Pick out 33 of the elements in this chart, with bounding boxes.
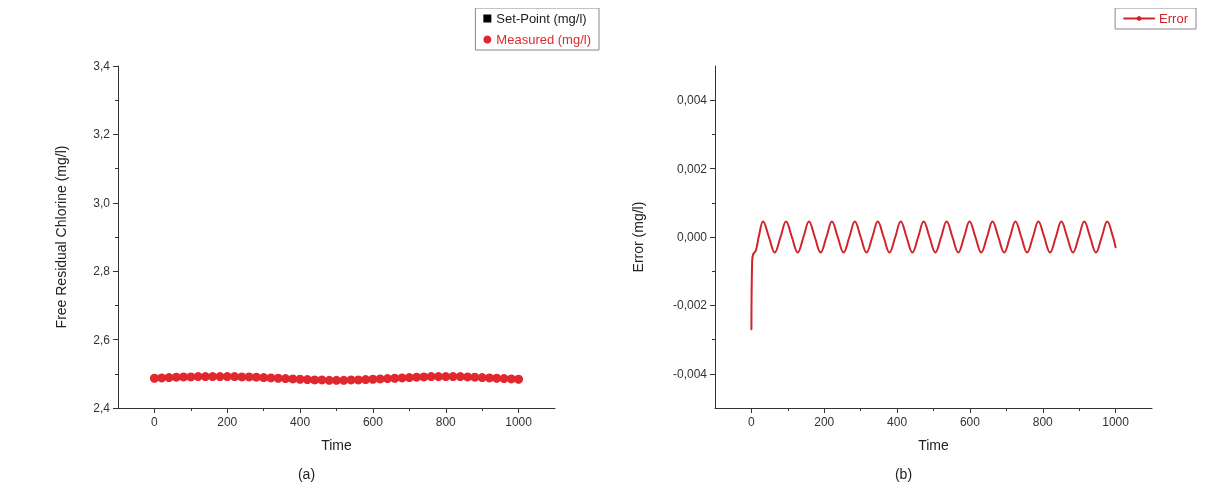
y-tick-label: 2,4 <box>93 401 111 415</box>
x-tick-label: 400 <box>887 415 908 429</box>
x-tick-label: 200 <box>217 415 238 429</box>
text: (a) <box>297 466 316 482</box>
y-tick-label: 3,0 <box>93 195 111 210</box>
x-tick-label: 1000 <box>1102 415 1130 429</box>
x-tick-label: 400 <box>290 415 311 429</box>
line-series <box>750 220 1117 331</box>
y-tick-label: 0,000 <box>676 230 708 244</box>
x-tick-label: 600 <box>959 415 981 429</box>
y-tick-label: 2,6 <box>93 332 111 347</box>
x-tick-label: 200 <box>814 415 835 429</box>
x-tick-label: 800 <box>435 415 457 429</box>
y-tick-label: 2,8 <box>93 264 111 279</box>
x-axis-title: Time <box>321 437 353 453</box>
x-tick-label: 0 <box>151 415 159 429</box>
x-tick-label: 600 <box>362 415 384 429</box>
x-tick-label: 0 <box>748 415 756 429</box>
y-axis-title: Error (mg/l) <box>630 201 646 273</box>
x-axis-title: Time <box>918 437 950 453</box>
text: (b) <box>894 466 913 482</box>
legend-label: Error <box>1159 11 1189 26</box>
legend-label: Measured (mg/l) <box>496 32 591 47</box>
y-tick-label: -0,004 <box>672 366 708 381</box>
y-tick-label: 3,2 <box>93 127 111 142</box>
x-tick-label: 800 <box>1032 415 1054 429</box>
y-tick-label: 3,4 <box>93 59 111 73</box>
x-tick-label: 1000 <box>505 415 533 429</box>
legend-label: Set-Point (mg/l) <box>496 11 587 26</box>
y-axis-title: Free Residual Chlorine (mg/l) <box>53 145 69 329</box>
y-tick-label: 0,004 <box>676 93 708 108</box>
y-tick-label: 0,002 <box>676 161 708 176</box>
y-tick-label: -0,002 <box>672 298 708 313</box>
